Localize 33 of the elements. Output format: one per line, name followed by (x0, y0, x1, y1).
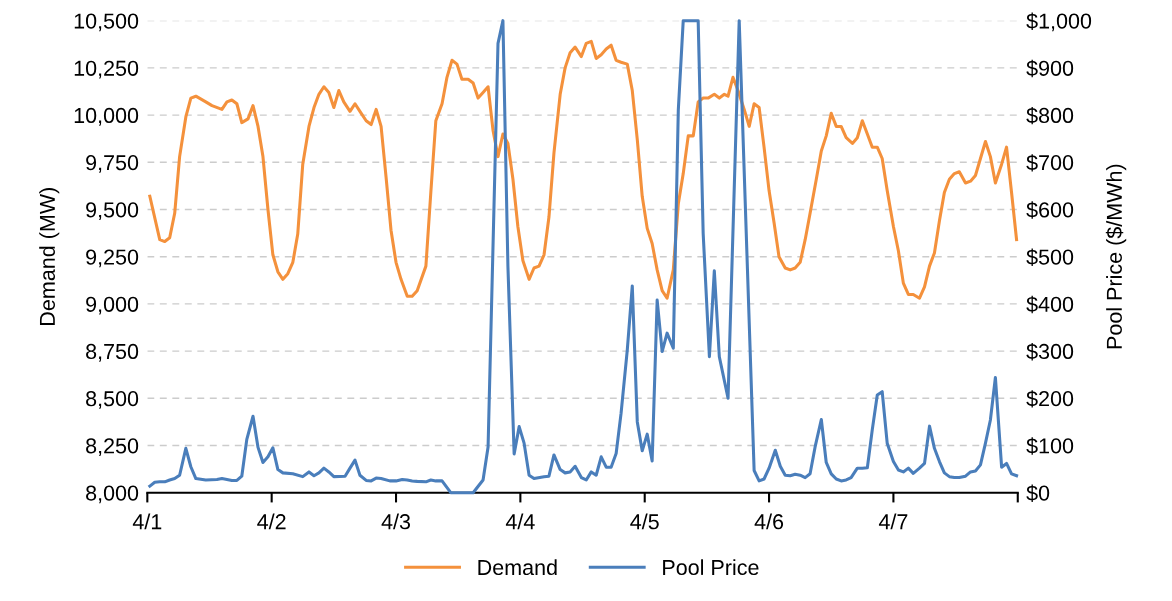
y-tick-label: 8,250 (86, 438, 139, 457)
y-axis-title: Demand (MW) (39, 188, 60, 325)
y-tick-label: 8,750 (86, 343, 139, 362)
x-tick-label: 4/5 (630, 513, 659, 530)
y-tick-label: 8,000 (86, 485, 139, 504)
y2-tick-label: $0 (1026, 484, 1050, 502)
y-tick-label: 9,500 (86, 202, 139, 221)
y2-axis-title: Pool Price ($/MWh) (1105, 164, 1127, 349)
y-tick-label: 9,750 (86, 155, 139, 173)
x-tick-label: 4/7 (878, 513, 908, 530)
legend-label: Demand (478, 559, 557, 576)
y-tick-label: 8,500 (86, 391, 139, 409)
y2-tick-label: $100 (1026, 437, 1074, 455)
y2-tick-label: $500 (1026, 248, 1074, 266)
y-tick-label: 10,250 (74, 60, 139, 79)
y2-tick-label: $800 (1026, 106, 1074, 125)
y2-tick-label: $600 (1026, 201, 1074, 219)
y-tick-label: 9,250 (86, 249, 139, 268)
x-tick-label: 4/4 (505, 513, 535, 530)
x-tick-label: 4/2 (257, 513, 286, 530)
y-tick-label: 10,000 (74, 107, 139, 126)
y-tick-label: 9,000 (86, 296, 139, 315)
x-tick-label: 4/1 (132, 513, 162, 530)
y2-tick-label: $900 (1026, 59, 1074, 78)
x-tick-label: 4/6 (754, 513, 784, 530)
x-tick-label: 4/3 (381, 513, 411, 530)
legend-label: Pool Price (663, 559, 759, 576)
y2-tick-label: $1,000 (1026, 12, 1092, 32)
y2-tick-label: $300 (1026, 342, 1074, 361)
y-tick-label: 10,500 (74, 13, 139, 32)
y2-tick-label: $400 (1026, 295, 1074, 314)
y2-tick-label: $200 (1026, 390, 1074, 408)
y2-tick-label: $700 (1026, 154, 1074, 172)
